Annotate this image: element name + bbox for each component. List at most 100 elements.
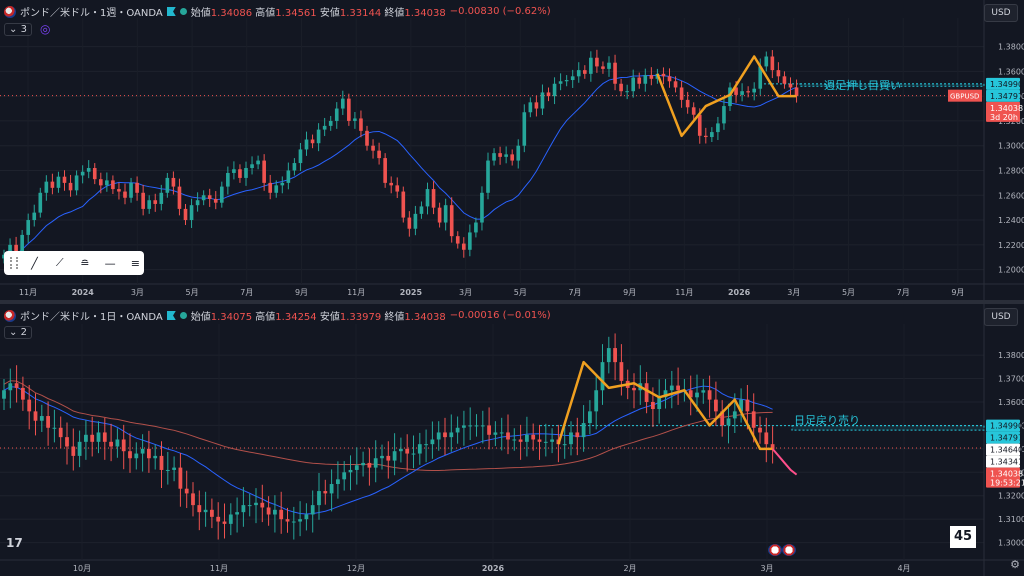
x-tick-label: 7月 bbox=[568, 288, 581, 297]
daily-ohlc-values: 始値1.34075 高値1.34254 安値1.33979 終値1.34038 bbox=[191, 308, 446, 323]
candle-body bbox=[21, 387, 25, 400]
candle-body bbox=[528, 102, 533, 113]
candle-body bbox=[449, 205, 454, 237]
candle-body bbox=[581, 423, 586, 438]
ohlc-label: 安値 bbox=[319, 8, 340, 19]
candle-body bbox=[383, 158, 387, 183]
weekly-change: −0.00830 (−0.62%) bbox=[449, 6, 551, 17]
candle-body bbox=[707, 390, 712, 400]
candle-body bbox=[347, 98, 351, 121]
candle-body bbox=[189, 205, 194, 221]
y-tick-label: 1.32000 bbox=[998, 492, 1024, 501]
candle-body bbox=[455, 236, 460, 244]
candle-body bbox=[336, 479, 340, 485]
candle-body bbox=[115, 439, 120, 447]
candle-body bbox=[543, 441, 548, 443]
x-tick-label: 11月 bbox=[675, 288, 693, 297]
daily-chart-pane[interactable]: 1.300001.310001.320001.330001.340001.350… bbox=[0, 304, 1024, 576]
weekly-indicator-count: 3 bbox=[20, 23, 27, 35]
candle-body bbox=[425, 189, 430, 207]
daily-change: −0.00016 (−0.01%) bbox=[449, 310, 551, 321]
candle-body bbox=[552, 83, 557, 97]
candle-body bbox=[732, 411, 737, 419]
candle-body bbox=[111, 180, 115, 190]
tradingview-logo-icon[interactable]: 17 bbox=[6, 536, 23, 550]
drawing-toolbar[interactable]: ╱ ⟋ ≘ — ≡ bbox=[4, 251, 144, 275]
candle-body bbox=[510, 154, 515, 161]
y-tick-label: 1.38000 bbox=[998, 43, 1024, 52]
economic-event-icon[interactable] bbox=[768, 544, 782, 556]
candle-body bbox=[685, 99, 690, 108]
candle-body bbox=[317, 491, 321, 506]
candle-body bbox=[354, 465, 359, 470]
toolbar-grip-icon[interactable] bbox=[10, 257, 18, 269]
candle-body bbox=[643, 75, 648, 84]
candle-body bbox=[401, 191, 406, 218]
settings-gear-icon[interactable]: ⚙ bbox=[1010, 558, 1020, 571]
candle-body bbox=[226, 172, 230, 187]
ohlc-label: 終値 bbox=[384, 8, 405, 19]
gbp-usd-flag-icon bbox=[4, 5, 16, 18]
trend-line-icon[interactable]: ╱ bbox=[31, 256, 38, 270]
candle-body bbox=[274, 185, 279, 193]
x-tick-label: 9月 bbox=[623, 288, 636, 297]
price-tag-label: 1.34990 bbox=[990, 80, 1023, 89]
candle-body bbox=[50, 181, 55, 188]
candle-body bbox=[710, 132, 714, 138]
candle-body bbox=[33, 411, 38, 421]
candle-body bbox=[389, 182, 394, 186]
candle-body bbox=[377, 150, 381, 159]
candle-body bbox=[178, 467, 183, 489]
candle-body bbox=[121, 439, 126, 452]
parallel-channel-icon[interactable]: ≡ bbox=[130, 256, 140, 270]
candle-body bbox=[359, 118, 363, 131]
candle-body bbox=[353, 118, 357, 121]
daily-indicator-toggle[interactable]: ⌄ 2 bbox=[4, 326, 32, 339]
candle-body bbox=[304, 139, 309, 150]
indicator-icon[interactable]: ◎ bbox=[39, 22, 51, 36]
weekly-chart-canvas[interactable]: 1.20000 1.22000 1.24000 1.26000 1.28000 1.300… bbox=[0, 0, 1024, 300]
ohlc-label: 始値 bbox=[190, 8, 211, 19]
y-tick-label: 1.20000 bbox=[998, 266, 1024, 275]
candle-body bbox=[430, 439, 435, 445]
weekly-indicator-toggle[interactable]: ⌄ 3 bbox=[4, 22, 32, 36]
candle-body bbox=[726, 418, 731, 426]
oanda-flag-icon bbox=[166, 7, 176, 16]
x-tick-label: 10月 bbox=[73, 564, 91, 573]
candle-body bbox=[380, 455, 384, 459]
candle-body bbox=[468, 232, 472, 250]
candle-body bbox=[147, 448, 151, 459]
pane-divider[interactable] bbox=[0, 300, 1024, 304]
zone-annotation: 週足押し目買い bbox=[824, 78, 901, 92]
candle-body bbox=[417, 444, 422, 454]
candle-body bbox=[474, 425, 479, 427]
weekly-symbol-title: ポンド／米ドル・1週・OANDA bbox=[20, 8, 163, 19]
candle-body bbox=[44, 181, 49, 193]
candle-body bbox=[522, 112, 527, 146]
ohlc-value: 1.34561 bbox=[275, 8, 317, 19]
price-tag-label: 1.34341 bbox=[990, 458, 1023, 467]
fib-channel-icon[interactable]: ≘ bbox=[80, 256, 90, 270]
candle-body bbox=[184, 488, 189, 494]
weekly-currency-button[interactable]: USD bbox=[984, 4, 1018, 22]
candle-body bbox=[695, 392, 699, 398]
weekly-chart-pane[interactable]: 1.20000 1.22000 1.24000 1.26000 1.28000 1.300… bbox=[0, 0, 1024, 300]
candle-body bbox=[292, 163, 297, 171]
ohlc-value: 1.34086 bbox=[210, 8, 253, 19]
candle-body bbox=[235, 512, 239, 515]
candle-body bbox=[589, 57, 593, 74]
candle-body bbox=[770, 56, 775, 71]
oanda-flag-icon bbox=[166, 311, 176, 320]
horizontal-ray-icon[interactable]: — bbox=[104, 256, 116, 270]
economic-event-icon[interactable] bbox=[782, 544, 796, 556]
candle-body bbox=[56, 176, 61, 188]
price-tag-label: 1.34640 bbox=[990, 446, 1023, 455]
candle-body bbox=[219, 186, 224, 203]
ray-icon[interactable]: ⟋ bbox=[55, 256, 64, 269]
price-tag-label: 1.34797 bbox=[990, 92, 1023, 101]
candle-body bbox=[74, 175, 79, 191]
candle-body bbox=[575, 432, 580, 438]
daily-chart-canvas[interactable]: 1.300001.310001.320001.330001.340001.350… bbox=[0, 304, 1024, 576]
daily-currency-button[interactable]: USD bbox=[984, 308, 1018, 326]
candle-body bbox=[758, 66, 763, 89]
